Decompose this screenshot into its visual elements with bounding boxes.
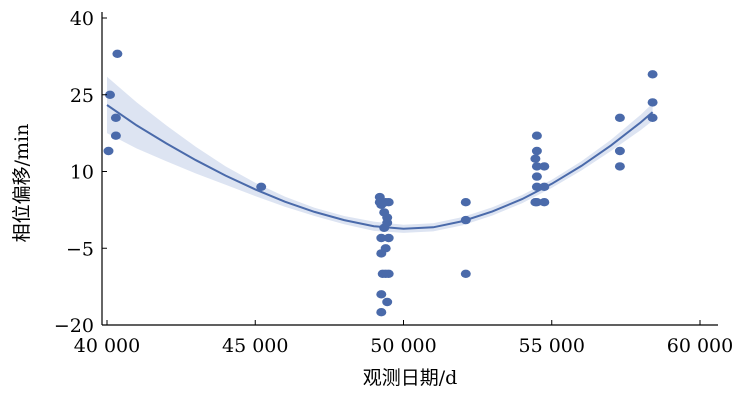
data-point: [531, 162, 542, 171]
data-point: [376, 308, 387, 317]
data-point: [383, 233, 394, 243]
data-point: [110, 113, 121, 123]
data-point: [647, 70, 658, 79]
data-point: [647, 113, 658, 123]
x-axis-title: 观测日期/d: [363, 367, 458, 389]
y-axis-title: 相位偏移/min: [11, 124, 33, 243]
data-point: [531, 146, 542, 156]
x-tick-label: 50 000: [370, 335, 436, 357]
data-point: [531, 182, 542, 191]
data-point: [382, 218, 393, 227]
data-point: [531, 172, 542, 181]
data-point: [383, 198, 394, 207]
y-tick-label: −20: [54, 315, 94, 337]
tick-layer: 40 000 45 000 50 000 55 000 60 000 −20 −5 10 25 4…: [54, 8, 733, 357]
data-point: [614, 146, 625, 156]
data-point: [110, 131, 121, 140]
confidence-band-layer: [107, 76, 653, 233]
data-point: [103, 146, 114, 156]
data-point: [531, 198, 542, 207]
data-point: [112, 49, 123, 58]
data-point: [539, 182, 550, 191]
data-point: [539, 162, 550, 171]
data-point: [460, 269, 471, 278]
data-point: [383, 269, 394, 278]
data-point: [376, 290, 387, 299]
data-point: [380, 244, 391, 253]
x-tick-label: 40 000: [74, 335, 140, 357]
data-point: [460, 198, 471, 207]
data-point: [539, 198, 550, 207]
x-tick-label: 45 000: [222, 335, 288, 357]
y-tick-label: −5: [66, 238, 94, 260]
confidence-band: [107, 76, 653, 233]
data-point: [531, 131, 542, 140]
data-point: [530, 154, 541, 163]
data-point: [256, 182, 267, 191]
data-point: [647, 98, 658, 107]
x-tick-label: 60 000: [667, 335, 733, 357]
scatter-points-layer: [103, 49, 658, 317]
data-point: [376, 233, 387, 243]
y-tick-label: 10: [70, 162, 94, 184]
data-point: [460, 215, 471, 225]
data-point: [614, 113, 625, 123]
y-tick-label: 25: [70, 85, 94, 107]
data-point: [105, 90, 115, 100]
data-point: [382, 297, 393, 307]
x-tick-label: 55 000: [519, 335, 585, 357]
y-tick-label: 40: [70, 8, 94, 30]
data-point: [614, 162, 625, 171]
